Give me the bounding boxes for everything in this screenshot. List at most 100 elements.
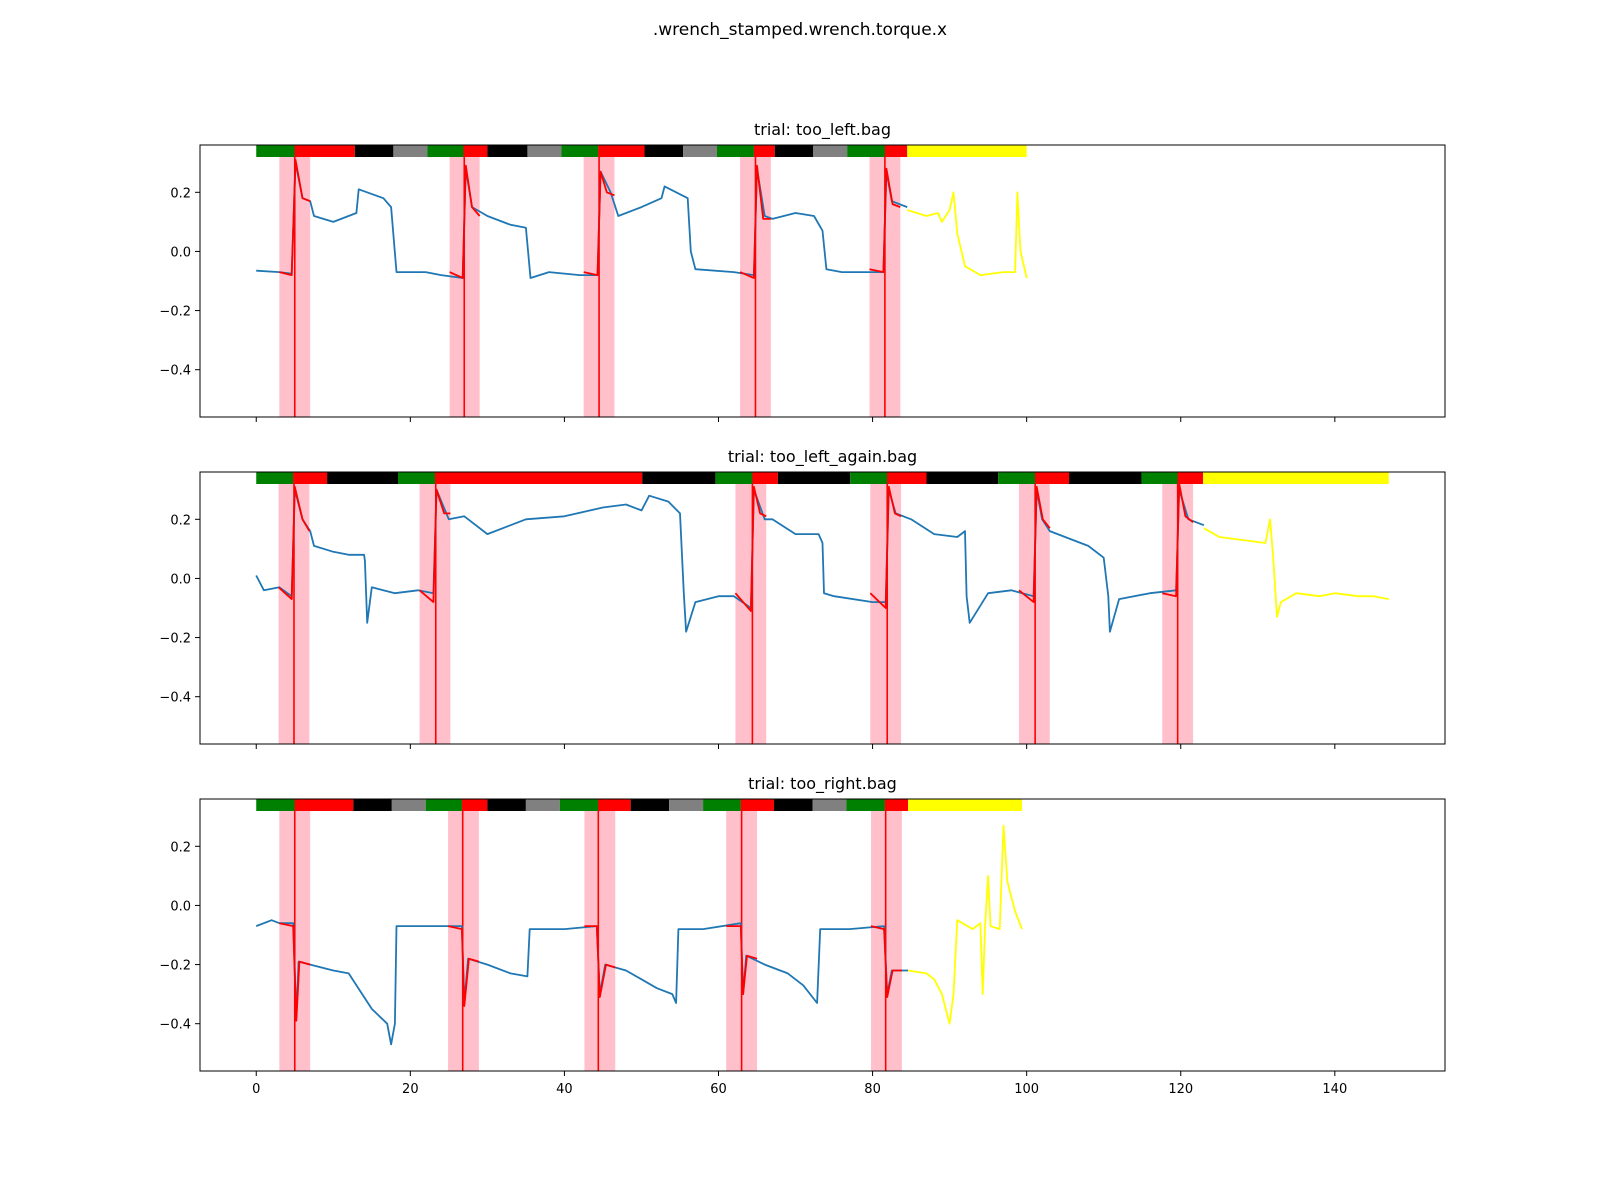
segment-bar-black [487,799,526,811]
y-tick-label: −0.2 [159,305,191,320]
y-tick-label: 0.0 [170,899,191,914]
segment-bar-green [715,472,753,484]
series-line-highlight [1018,485,1051,603]
segment-bar-green [425,799,462,811]
series-line-highlight [277,485,311,600]
segment-bar-red [294,145,355,157]
segment-bar-black [926,472,999,484]
segment-bar-gray [527,145,562,157]
segment-bar-green [561,145,599,157]
y-tick-label: 0.2 [170,513,191,528]
segment-bar-red [1177,472,1204,484]
segment-bar-green [846,799,885,811]
segment-bar-black [354,145,394,157]
y-tick-label: −0.4 [159,1018,191,1033]
subplot-title: trial: too_left.bag [754,120,891,140]
segment-bar-red [463,145,488,157]
segment-bar-red [887,472,927,484]
segment-bar-green [1141,472,1178,484]
segment-bar-red [434,472,643,484]
series-line-highlight [734,485,767,612]
segment-bar-gray [812,799,847,811]
axes-frame [199,144,1446,418]
segment-bar-red [753,145,775,157]
segment-bar-red [884,799,909,811]
series-line-tail [906,191,1028,279]
segment-bar-green [847,145,885,157]
segment-bar-red [293,472,328,484]
segment-bar-red [740,799,774,811]
series-line-highlight [870,925,902,998]
subplot-1: trial: too_left_again.bag 0.2 0.0 −0.2 −0.4 [159,447,1446,749]
series-line-tail [907,824,1023,1025]
segment-bar-gray [813,145,848,157]
segment-bar-black [327,472,398,484]
segment-bar-black [1069,472,1142,484]
series-line-highlight [279,158,311,276]
segment-bar-black [642,472,716,484]
segment-bar-black [644,145,684,157]
series-line-highlight [726,925,758,995]
segment-bar-black [774,145,814,157]
segment-bar-yellow [907,145,1027,157]
series-line-highlight [419,488,451,603]
y-tick-label: −0.2 [159,959,191,974]
y-tick-label: −0.4 [159,364,191,379]
x-tick-label: 80 [864,1082,881,1097]
y-tick-label: 0.2 [170,840,191,855]
segment-bar-green [427,145,464,157]
plot-area [255,472,1389,744]
subplot-2: trial: too_right.bag 0.2 0.0 −0.2 −0.4 0 20 40 6… [159,774,1446,1097]
x-tick-label: 100 [1014,1082,1039,1097]
segment-bar-green [998,472,1036,484]
segment-bar-yellow [1203,472,1389,484]
segment-bar-red [598,145,645,157]
y-tick-label: 0.2 [170,186,191,201]
x-tick-label: 40 [556,1082,573,1097]
segment-bar-red [598,799,631,811]
segment-bar-red [294,799,354,811]
segment-bar-gray [391,799,426,811]
y-tick-label: 0.0 [170,245,191,260]
segment-bar-green [850,472,888,484]
segment-bar-gray [669,799,704,811]
segment-bar-green [397,472,435,484]
segment-bar-black [487,145,528,157]
segment-bar-green [559,799,599,811]
segment-bar-green [256,472,294,484]
x-tick-label: 20 [402,1082,419,1097]
segment-bar-gray [525,799,560,811]
series-line-highlight [447,925,480,1007]
segment-bar-green [256,799,295,811]
y-tick-label: −0.4 [159,691,191,706]
x-tick-label: 60 [710,1082,727,1097]
axes-frame [199,798,1446,1072]
series-line-highlight [583,170,615,276]
figure-title: .wrench_stamped.wrench.torque.x [652,20,948,40]
series-line-highlight [279,922,311,1022]
x-tick-label: 0 [252,1082,260,1097]
series-line-highlight [449,164,481,279]
segment-bar-gray [393,145,428,157]
segment-bar-green [703,799,741,811]
axes-frame [199,471,1446,745]
segment-bar-green [716,145,754,157]
segment-bar-red [884,145,908,157]
series-line-highlight [739,164,771,279]
series-line-signal [255,919,908,1046]
segment-bar-black [773,799,813,811]
segment-bar-red [1035,472,1070,484]
subplot-title: trial: too_left_again.bag [728,447,917,467]
series-line-highlight [869,167,901,273]
segment-bar-red [752,472,778,484]
segment-bar-black [777,472,851,484]
x-tick-label: 140 [1322,1082,1347,1097]
series-line-signal [256,161,908,279]
x-tick-label: 120 [1168,1082,1193,1097]
segment-bar-green [256,145,295,157]
segment-bar-black [630,799,670,811]
segment-bar-red [461,799,488,811]
plot-area [255,799,1023,1071]
plot-area [256,145,1028,417]
